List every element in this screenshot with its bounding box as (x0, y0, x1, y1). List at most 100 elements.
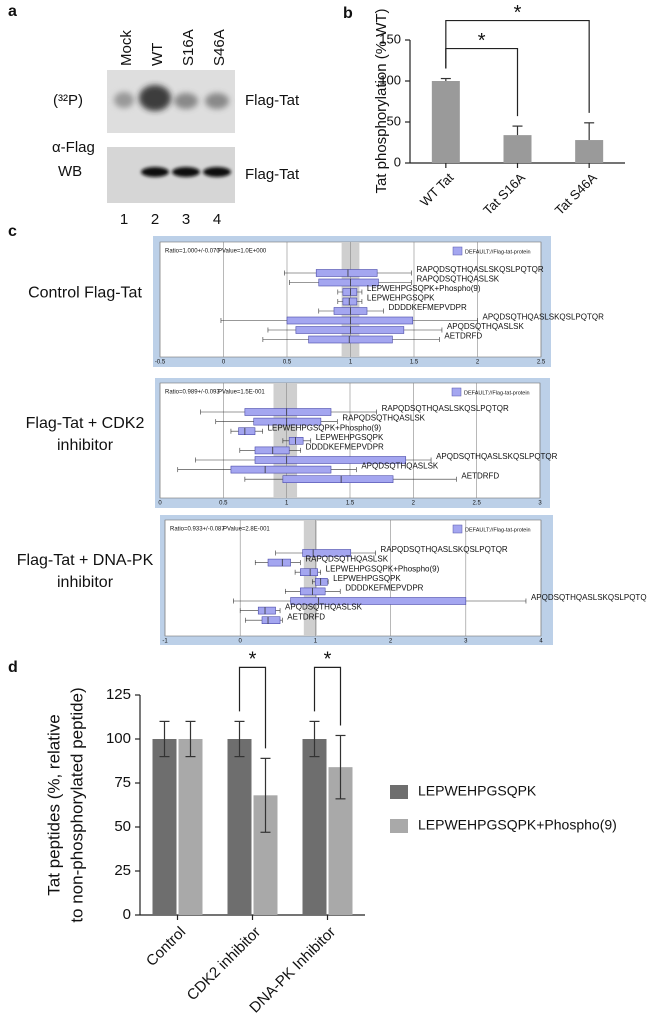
blot-band (114, 92, 134, 108)
x-tick-label: 3 (538, 501, 542, 507)
x-tick-label: Tat S46A (552, 170, 600, 218)
y-tick-label: 0 (123, 906, 131, 923)
box (295, 326, 405, 334)
box (267, 558, 291, 567)
x-tick-label: 2.5 (537, 360, 546, 366)
peptide-label: DDDDKEFMEPVDPR (345, 584, 423, 593)
box (261, 616, 281, 625)
significance-label: * (249, 649, 257, 671)
x-tick-label: 0 (222, 360, 226, 366)
panel-title: inhibitor (57, 574, 114, 591)
panel-title: Control Flag-Tat (28, 285, 142, 302)
peptide-label: AETDRFD (444, 332, 482, 341)
x-tick-label: 1 (314, 639, 318, 645)
panel-label: b (343, 5, 353, 22)
peptide-label: AETDRFD (461, 471, 499, 480)
bar (302, 739, 327, 915)
blot-band (174, 93, 198, 109)
box (253, 417, 322, 426)
x-tick-label: 2.5 (472, 501, 481, 507)
peptide-label: LEPWEHPGSQPK (367, 294, 435, 303)
plot-area (164, 519, 542, 637)
bar (152, 739, 177, 915)
bar (503, 135, 532, 163)
panel-title: Flag-Tat + CDK2 (26, 415, 145, 432)
peptide-label: AETDRFD (287, 612, 325, 621)
y-tick-label: 150 (379, 31, 401, 46)
peptide-label: RAPQDSQTHQASLSK (342, 414, 425, 423)
y-axis-label: to non-phosphorylated peptide) (67, 687, 86, 922)
box (318, 278, 379, 287)
peptide-label: DDDDKEFMEPVDPR (306, 443, 384, 452)
x-tick-label: 2 (389, 639, 393, 645)
x-tick-label: -1 (162, 639, 168, 645)
blot: Mock WT S16A S46A (³²P) Flag-Tat α-Flag … (52, 29, 300, 228)
peptide-label: LEPWEHPGSQPK+Phospho(9) (268, 423, 382, 432)
x-tick-label: 1.5 (410, 360, 419, 366)
legend-swatch (452, 524, 463, 534)
panel-label: a (8, 3, 17, 20)
x-tick-label: 3 (464, 639, 468, 645)
y-tick-label: 75 (114, 774, 131, 791)
box (302, 549, 352, 557)
peptide-label: APQDSQTHQASLSKQSLPQTQR (483, 313, 605, 322)
legend-swatch (390, 819, 408, 833)
box (290, 597, 467, 605)
peptide-label: RAPQDSQTHQASLSK (416, 275, 499, 284)
significance-label: * (324, 649, 332, 671)
box (342, 288, 358, 296)
peptide-label: RAPQDSQTHQASLSKQSLPQTQR (416, 265, 543, 274)
bar (227, 739, 252, 915)
y-tick-label: 50 (114, 818, 131, 835)
lane-number: 1 (120, 211, 128, 228)
blot-band (141, 167, 169, 177)
significance-bracket (445, 19, 590, 113)
box (244, 408, 332, 416)
legend-swatch (390, 785, 408, 799)
peptide-label: APQDSQTHQASLSKQSLPQTQR (436, 452, 558, 461)
y-axis-label: Tat peptides (%, relative (44, 714, 63, 895)
row-label: α-Flag (52, 139, 95, 156)
peptide-label: DDDDKEFMEPVDPR (389, 303, 467, 312)
blot-band (203, 167, 231, 177)
x-tick-label: 0.5 (219, 501, 228, 507)
legend-label: DEFAULT://Flag-tat-protein (465, 527, 531, 533)
peptide-label: RAPQDSQTHQASLSK (305, 555, 388, 564)
x-tick-label: -0.5 (155, 360, 166, 366)
pvalue-label: PValue=1.0E+000 (218, 249, 267, 255)
peptide-label: APQDSQTHQASLSK (447, 322, 525, 331)
y-tick-label: 25 (114, 862, 131, 879)
panel-label: d (8, 659, 18, 676)
pvalue-label: PValue=2.8E-001 (223, 527, 270, 533)
pvalue-label: PValue=1.5E-001 (218, 390, 265, 396)
significance-bracket (313, 666, 342, 726)
ratio-label: Ratio=0.933+/-0.087 (170, 527, 225, 533)
lane-label: Mock (118, 30, 135, 66)
ratio-label: Ratio=1.000+/-0.070 (165, 249, 220, 255)
peptide-label: RAPQDSQTHQASLSKQSLPQTQR (381, 545, 508, 554)
blot-band (205, 93, 229, 109)
box (254, 446, 290, 455)
ratio-label: Ratio=0.989+/-0.093 (165, 390, 220, 396)
row-label: (³²P) (53, 92, 83, 109)
box (238, 427, 256, 436)
legend-label: DEFAULT://Flag-tat-protein (464, 390, 530, 396)
peptide-label: LEPWEHPGSQPK (316, 433, 384, 442)
significance-bracket (238, 666, 267, 749)
panel-title: Flag-Tat + DNA-PK (17, 552, 154, 569)
box (288, 436, 304, 445)
legend-swatch (451, 387, 462, 397)
blot-band (172, 167, 200, 177)
significance-label: * (478, 30, 486, 52)
box (257, 606, 276, 615)
legend-label: LEPWEHPGSQPK+Phospho(9) (418, 817, 617, 833)
y-tick-label: 125 (106, 686, 131, 703)
box (315, 577, 328, 586)
legend-label: DEFAULT://Flag-tat-protein (465, 249, 531, 255)
x-tick-label: 0 (158, 501, 162, 507)
x-tick-label: CDK2 inhibitor (184, 924, 264, 1004)
y-tick-label: 0 (394, 154, 401, 169)
x-tick-label: 2 (476, 360, 480, 366)
lane-number: 4 (213, 211, 221, 228)
